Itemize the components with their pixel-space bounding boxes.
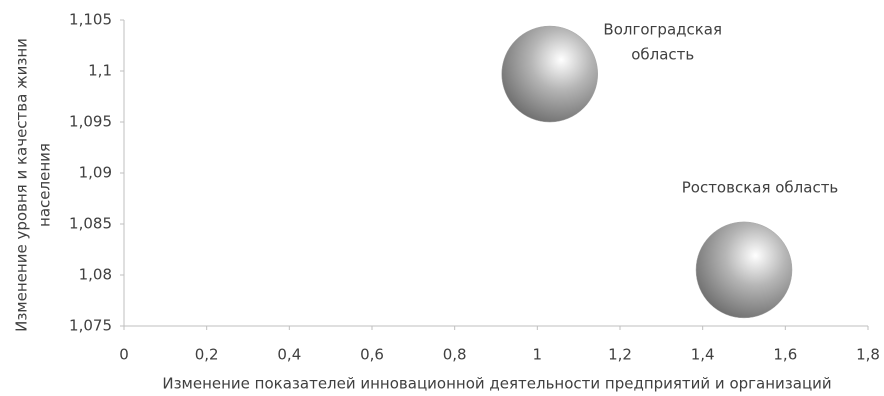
y-axis-title: Изменение уровня и качества жизни [13, 38, 31, 332]
x-tick-label: 0 [119, 346, 129, 364]
x-axis-title: Изменение показателей инновационной деят… [162, 375, 831, 393]
y-tick-label: 1,075 [69, 317, 112, 335]
y-axis-title: населения [36, 143, 54, 227]
x-tick-label: 1,6 [773, 346, 797, 364]
bubble [695, 221, 793, 319]
point-label: Волгоградская [603, 21, 722, 39]
y-tick-label: 1,095 [69, 113, 112, 131]
y-tick-label: 1,105 [69, 11, 112, 29]
x-tick-label: 1,2 [608, 346, 632, 364]
x-tick-label: 0,4 [277, 346, 301, 364]
y-tick-label: 1,085 [69, 215, 112, 233]
bubble [501, 25, 598, 123]
y-tick-label: 1,1 [88, 62, 112, 80]
x-tick-label: 0,2 [195, 346, 219, 364]
y-tick-label: 1,09 [79, 164, 112, 182]
point-label: область [631, 46, 694, 64]
x-tick-label: 0,8 [443, 346, 467, 364]
x-tick-label: 1,8 [856, 346, 880, 364]
x-tick-label: 0,6 [360, 346, 384, 364]
x-tick-label: 1,4 [691, 346, 715, 364]
point-label: Ростовская область [682, 178, 839, 196]
y-tick-label: 1,08 [79, 266, 112, 284]
x-tick-label: 1 [533, 346, 543, 364]
